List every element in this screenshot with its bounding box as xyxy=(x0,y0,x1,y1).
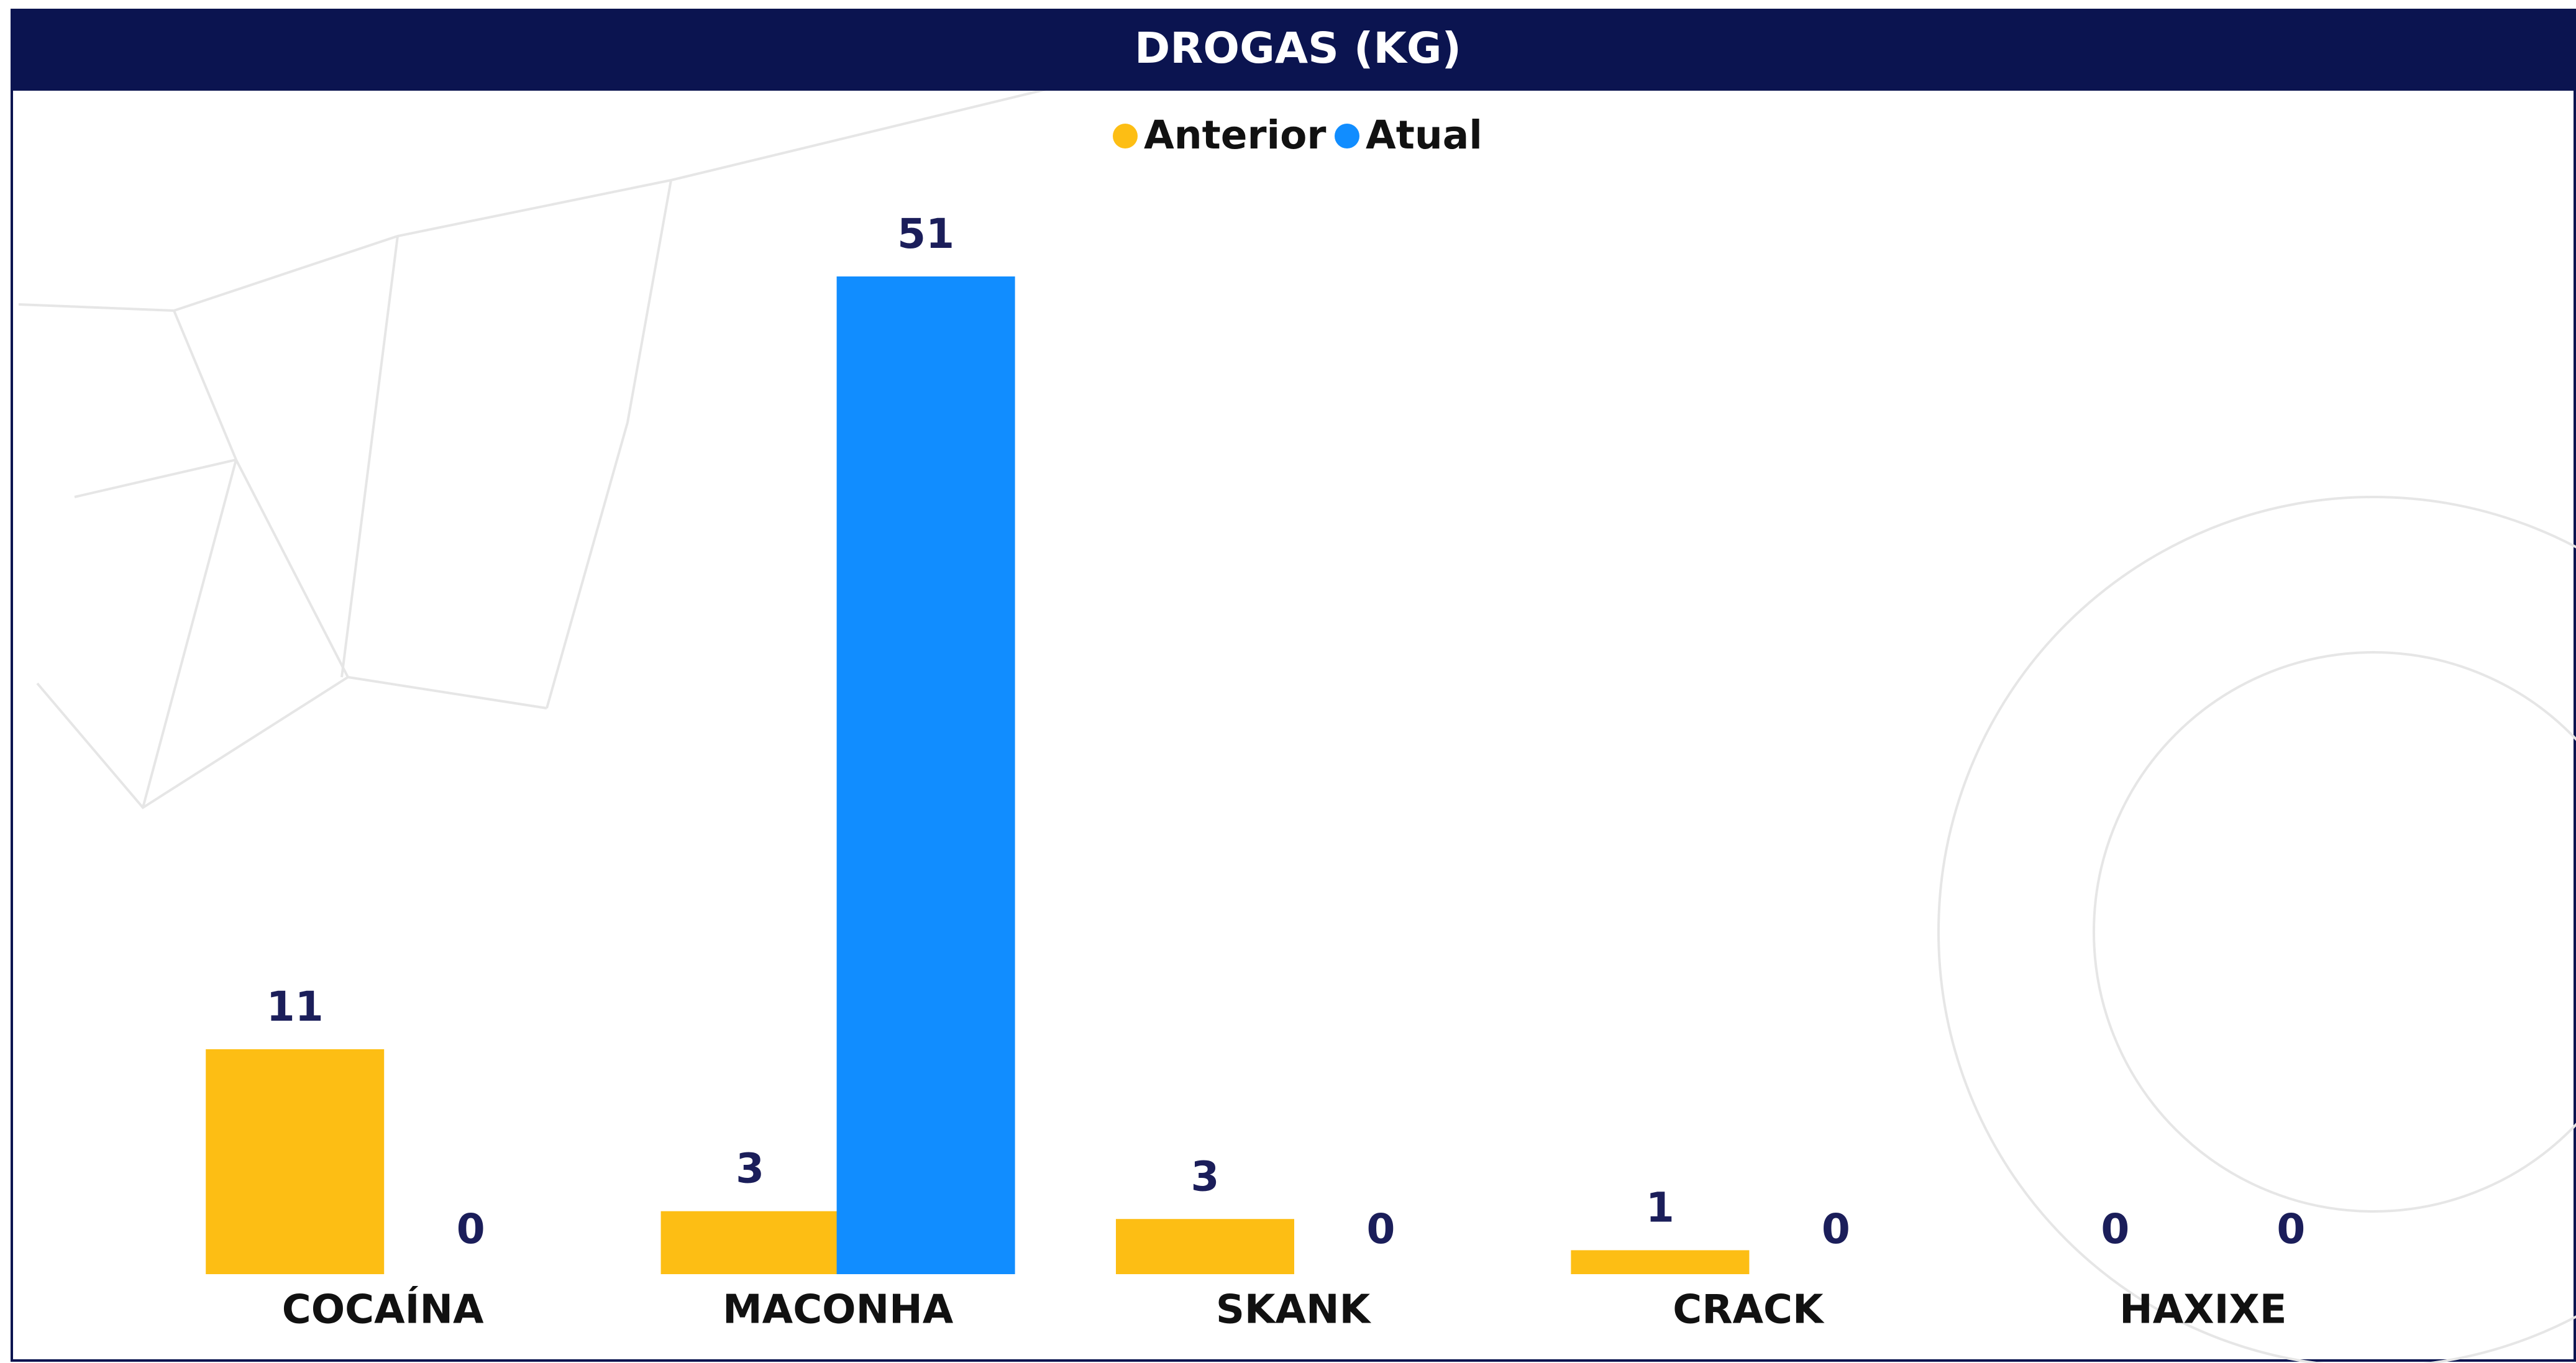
data-label: 0 xyxy=(2277,1205,2305,1253)
x-tick-label: HAXIXE xyxy=(2119,1287,2286,1333)
data-label: 0 xyxy=(1367,1205,1395,1253)
data-label: 0 xyxy=(1822,1205,1850,1253)
data-label: 3 xyxy=(1191,1152,1220,1200)
x-tick-label: COCAÍNA xyxy=(282,1286,484,1333)
chart-title: DROGAS (KG) xyxy=(1135,24,1461,73)
background-pattern xyxy=(18,86,2576,1363)
x-tick-label: CRACK xyxy=(1673,1287,1825,1333)
data-label: 11 xyxy=(267,983,324,1031)
bar xyxy=(1571,1250,1750,1274)
data-label: 3 xyxy=(736,1145,764,1193)
legend-label: Atual xyxy=(1366,112,1482,158)
x-tick-label: SKANK xyxy=(1216,1287,1372,1333)
bar xyxy=(836,276,1015,1274)
bar xyxy=(206,1049,385,1274)
x-tick-label: MACONHA xyxy=(723,1287,954,1333)
title-bar xyxy=(12,10,2575,91)
legend-marker xyxy=(1335,124,1359,148)
data-label: 1 xyxy=(1646,1184,1674,1232)
data-label: 0 xyxy=(457,1205,485,1253)
legend-marker xyxy=(1113,124,1138,148)
data-label: 0 xyxy=(2101,1205,2129,1253)
data-label: 51 xyxy=(897,210,954,258)
legend-label: Anterior xyxy=(1144,112,1326,158)
bar xyxy=(660,1211,839,1275)
bar xyxy=(1116,1219,1294,1274)
chart-frame xyxy=(11,9,2576,1362)
